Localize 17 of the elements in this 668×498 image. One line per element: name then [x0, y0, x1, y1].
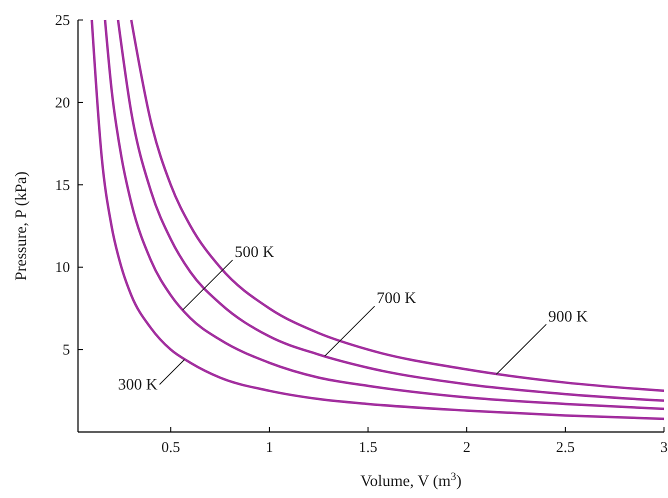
x-tick-label: 1 — [266, 440, 274, 456]
y-tick-label: 5 — [62, 342, 70, 359]
y-tick-label: 10 — [55, 260, 70, 276]
annotation: 300 K — [118, 376, 158, 394]
annotation: 900 K — [548, 308, 588, 326]
annotation: 700 K — [376, 290, 417, 308]
x-tick-label: 0.5 — [161, 440, 180, 456]
annotation: 500 K — [234, 244, 275, 262]
y-tick-label: 25 — [55, 13, 70, 29]
y-tick-label: 20 — [55, 95, 70, 112]
y-tick-label: 15 — [55, 178, 70, 194]
x-axis-title: Volume, V (m$^{3}$) — [360, 471, 462, 490]
y-axis-title: Pressure, P (kPa) — [13, 171, 30, 281]
x-tick-label: 3 — [660, 440, 668, 456]
x-tick-label: 2.5 — [556, 440, 575, 456]
x-tick-label: 1.5 — [358, 440, 378, 456]
x-tick-label: 2 — [462, 440, 470, 456]
